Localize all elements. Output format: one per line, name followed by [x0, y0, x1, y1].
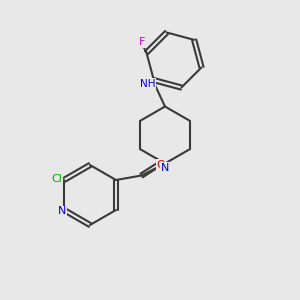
Text: N: N	[58, 206, 67, 217]
Text: Cl: Cl	[51, 173, 62, 184]
Text: F: F	[139, 37, 145, 47]
Text: N: N	[161, 163, 169, 173]
Text: NH: NH	[140, 79, 156, 89]
Text: O: O	[157, 160, 165, 170]
